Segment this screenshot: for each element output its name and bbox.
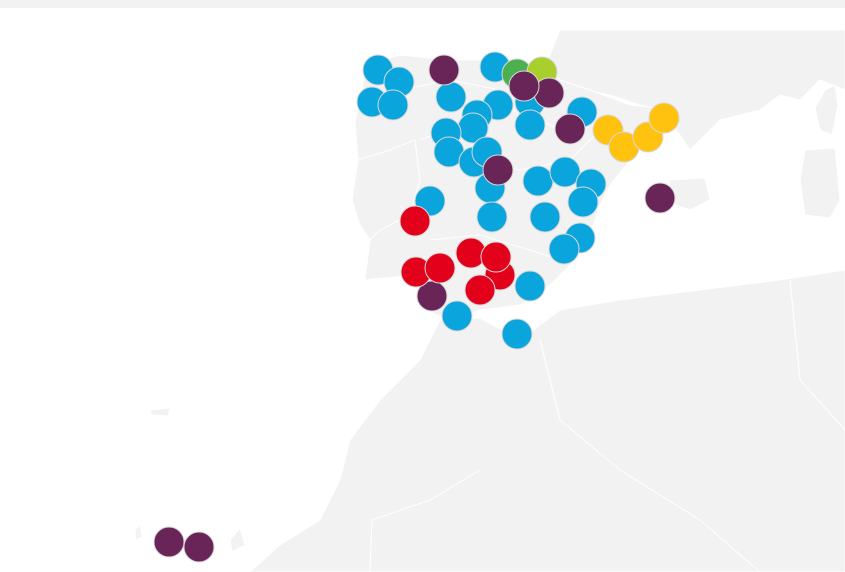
marker[interactable] xyxy=(424,252,456,284)
marker[interactable] xyxy=(464,274,496,306)
land-sardinia xyxy=(799,147,841,219)
marker[interactable] xyxy=(476,201,508,233)
markers xyxy=(153,51,680,563)
africa-borders xyxy=(369,279,845,572)
marker[interactable] xyxy=(482,154,514,186)
marker[interactable] xyxy=(508,70,540,102)
marker[interactable] xyxy=(514,109,546,141)
marker[interactable] xyxy=(567,186,599,218)
marker[interactable] xyxy=(501,318,533,350)
map xyxy=(134,29,845,572)
marker[interactable] xyxy=(399,205,431,237)
marker[interactable] xyxy=(183,531,215,563)
marker[interactable] xyxy=(554,113,586,145)
marker[interactable] xyxy=(548,233,580,265)
marker[interactable] xyxy=(549,156,581,188)
marker[interactable] xyxy=(522,165,554,197)
marker[interactable] xyxy=(648,102,680,134)
marker[interactable] xyxy=(377,89,409,121)
marker[interactable] xyxy=(529,201,561,233)
marker[interactable] xyxy=(480,241,512,273)
marker[interactable] xyxy=(644,182,676,214)
marker[interactable] xyxy=(428,54,460,86)
marker[interactable] xyxy=(435,81,467,113)
marker[interactable] xyxy=(514,270,546,302)
land-corsica xyxy=(814,84,839,136)
marker[interactable] xyxy=(153,526,185,558)
land-canaries xyxy=(134,407,246,553)
top-bar xyxy=(0,0,845,8)
marker[interactable] xyxy=(441,300,473,332)
land-africa xyxy=(249,269,845,572)
